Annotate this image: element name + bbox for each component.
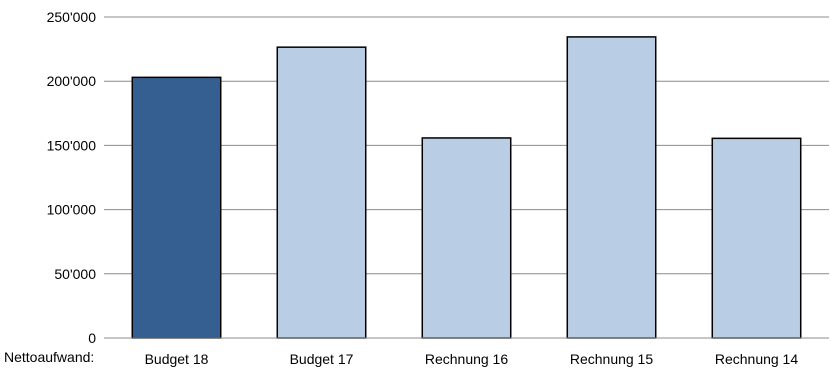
bar-budget-17 <box>276 46 367 339</box>
y-tick-label: 50'000 <box>54 266 96 282</box>
bar-rechnung-15 <box>566 36 657 339</box>
row-label: Nettoaufwand: <box>4 349 94 365</box>
bar-rechnung-16 <box>421 137 512 339</box>
y-tick-label: 150'000 <box>47 137 97 153</box>
bar-rechnung-14 <box>711 137 802 339</box>
x-axis-category-labels: Budget 18 Budget 17 Rechnung 16 Rechnung 15… <box>145 351 799 367</box>
x-category-label: Budget 17 <box>290 351 354 367</box>
y-tick-label: 0 <box>88 330 96 346</box>
bar-budget-18 <box>131 76 222 339</box>
x-category-label: Rechnung 15 <box>570 351 654 367</box>
x-category-label: Rechnung 14 <box>715 351 799 367</box>
x-category-label: Budget 18 <box>145 351 209 367</box>
x-category-label: Rechnung 16 <box>425 351 509 367</box>
y-axis-tick-labels: 0 50'000 100'000 150'000 200'000 250'000 <box>47 9 97 346</box>
y-tick-label: 250'000 <box>47 9 97 25</box>
y-tick-label: 200'000 <box>47 73 97 89</box>
bars <box>131 36 802 339</box>
y-tick-label: 100'000 <box>47 202 97 218</box>
